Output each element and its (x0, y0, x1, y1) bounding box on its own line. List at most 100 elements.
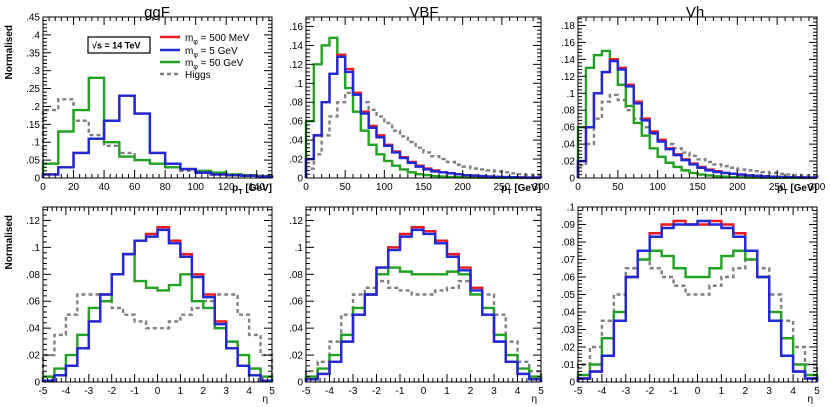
y-tick-label: .1 (32, 243, 41, 254)
y-tick-label: 0 (297, 174, 303, 185)
y-tick-label: .2 (32, 102, 41, 113)
y-tick-label: .04 (561, 140, 575, 151)
y-tick-label: .06 (561, 273, 575, 284)
x-tick-label: 3 (491, 386, 497, 397)
x-axis-label: η (531, 394, 537, 405)
x-tick-label: 2 (468, 386, 474, 397)
col-title-Vh: Vh (686, 4, 704, 21)
y-tick-label: .1 (32, 138, 41, 149)
y-tick-label: .04 (561, 308, 575, 319)
panel-bottom-VBF: 0 .02 .04 .06 .08 .1 .12 -5 -4 -3 -2 -1 0 1 2 3 4 5η (289, 206, 544, 405)
x-tick-label: 4 (790, 386, 796, 397)
ecm-label: √s = 14 TeV (92, 41, 141, 51)
legend-item-500mev: mφ = 500 MeV (160, 33, 250, 46)
legend-item-50gev: mφ = 50 GeV (160, 58, 244, 71)
x-tick-label: -4 (61, 386, 70, 397)
ecm-box (87, 36, 151, 54)
x-tick-label: -1 (130, 386, 139, 397)
x-tick-label: 1 (444, 386, 450, 397)
series-higgs (304, 279, 543, 382)
x-tick-label: -3 (84, 386, 93, 397)
x-axis-label: η (262, 394, 268, 405)
x-tick-label: 1 (178, 386, 184, 397)
y-tick-label: .15 (26, 120, 40, 131)
series-50gev (41, 252, 274, 382)
x-tick-label: 100 (376, 182, 393, 193)
x-tick-label: 0 (40, 182, 46, 193)
y-tick-label: .18 (561, 21, 575, 32)
x-tick-label: 300 (533, 182, 550, 193)
panel-top-VBF: 0 .02 .04 .06 .08 .1 .12 .14 .16 0 50 100 150 200 250 3… (289, 16, 550, 196)
x-tick-label: 3 (766, 386, 772, 397)
x-tick-label: 120 (218, 182, 235, 193)
x-tick-label: -1 (396, 386, 405, 397)
x-tick-label: 2 (201, 386, 207, 397)
y-tick-label: .05 (26, 156, 40, 167)
x-axis-label: pT [GeV] (232, 183, 272, 196)
x-tick-label: 40 (99, 182, 111, 193)
x-tick-label: 200 (729, 182, 746, 193)
x-tick-label: 250 (769, 182, 786, 193)
ylabel-bottom: Normalised (4, 215, 15, 269)
legend-label-5gev: mφ = 5 GeV (185, 46, 238, 59)
legend-label-500mev: mφ = 500 MeV (185, 33, 250, 46)
x-tick-label: -5 (574, 386, 583, 397)
plot-frame (305, 16, 542, 179)
series-5gev (304, 228, 543, 382)
y-tick-label: .02 (561, 343, 575, 354)
y-tick-label: .16 (289, 22, 303, 33)
y-tick-label: 0 (297, 378, 303, 389)
x-tick-label: -2 (645, 386, 654, 397)
y-tick-label: .3 (32, 66, 41, 77)
x-tick-label: 5 (538, 386, 544, 397)
x-axis-label: pT [GeV] (501, 183, 541, 196)
x-tick-label: 20 (68, 182, 80, 193)
x-tick-label: 150 (415, 182, 432, 193)
series-50gev (41, 76, 274, 178)
series-500mev (41, 94, 274, 178)
legend-item-higgs: Higgs (160, 70, 211, 81)
y-tick-label: .08 (26, 270, 40, 281)
x-tick-label: -1 (669, 386, 678, 397)
y-tick-label: .06 (289, 117, 303, 128)
legend-label-50gev: mφ = 50 GeV (185, 58, 244, 71)
y-tick-label: .06 (26, 297, 40, 308)
y-tick-label: .08 (561, 106, 575, 117)
y-tick-label: .45 (26, 13, 40, 24)
y-tick-label: .04 (26, 324, 40, 335)
y-tick-label: .16 (561, 38, 575, 49)
y-tick-label: .12 (289, 60, 303, 71)
y-tick-label: .06 (289, 297, 303, 308)
y-tick-label: .08 (561, 238, 575, 249)
x-tick-label: 300 (809, 182, 826, 193)
y-tick-label: .02 (26, 351, 40, 362)
y-tick-label: .08 (289, 98, 303, 109)
x-tick-label: 0 (155, 386, 161, 397)
x-tick-label: -4 (325, 386, 334, 397)
x-tick-label: 0 (575, 182, 581, 193)
y-tick-label: .01 (561, 360, 575, 371)
y-tick-label: .1 (567, 89, 576, 100)
x-tick-label: -5 (39, 386, 48, 397)
y-tick-label: 0 (569, 174, 575, 185)
y-tick-label: 0 (34, 174, 40, 185)
x-tick-label: 3 (223, 386, 229, 397)
x-tick-label: 2 (743, 386, 749, 397)
legend: √s = 14 TeV mφ = 500 MeV mφ = 5 GeV mφ =… (87, 33, 250, 81)
panel-top-ggF: 0 .05 .1 .15 .2 .25 .3 .35 .4 .45 0 20 40 60 80 100 120 1… (26, 13, 274, 196)
y-tick-label: .02 (289, 351, 303, 362)
series-5gev (41, 228, 274, 382)
y-tick-label: .02 (289, 155, 303, 166)
x-axis-label: pT [GeV] (777, 183, 817, 196)
y-tick-label: .35 (26, 48, 40, 59)
y-tick-label: 0 (34, 378, 40, 389)
y-tick-label: .07 (561, 255, 575, 266)
x-tick-label: 0 (303, 182, 309, 193)
x-axis-label: η (807, 394, 813, 405)
series-higgs (41, 293, 274, 382)
x-tick-label: -2 (372, 386, 381, 397)
series-higgs (41, 98, 274, 178)
y-tick-label: .1 (567, 203, 576, 214)
series-higgs (576, 258, 819, 382)
